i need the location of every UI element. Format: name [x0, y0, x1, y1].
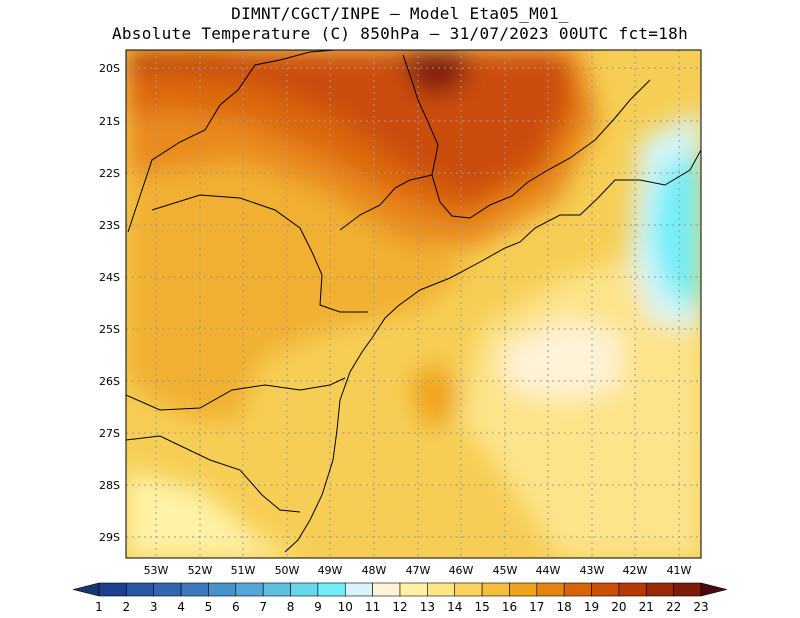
colorbar-swatch [317, 582, 346, 597]
lat-tick-label: 27S [99, 427, 120, 440]
colorbar-swatch [536, 582, 565, 597]
colorbar-swatch [180, 582, 209, 597]
lat-tick-label: 29S [99, 531, 120, 544]
colorbar-label: 2 [123, 600, 131, 614]
colorbar-swatch [427, 582, 456, 597]
colorbar-label: 9 [314, 600, 322, 614]
colorbar-swatch [563, 582, 592, 597]
colorbar-swatch [290, 582, 319, 597]
colorbar-swatch [481, 582, 510, 597]
colorbar-label: 21 [639, 600, 654, 614]
colorbar-labels: 1 2 3 4 5 6 7 8 9 10 11 12 13 14 15 16 17 18 19 20 21 22 23 [95, 600, 708, 614]
lat-tick-label: 20S [99, 62, 120, 75]
lon-tick-label: 49W [318, 564, 343, 577]
colorbar-label: 19 [584, 600, 599, 614]
colorbar-over-arrow [700, 582, 728, 597]
colorbar-swatch [372, 582, 401, 597]
colorbar [72, 582, 728, 597]
lon-tick-label: 44W [536, 564, 561, 577]
lat-tick-label: 26S [99, 375, 120, 388]
lon-tick-label: 48W [362, 564, 387, 577]
colorbar-swatch [591, 582, 620, 597]
colorbar-label: 3 [150, 600, 158, 614]
lat-tick-label: 28S [99, 479, 120, 492]
colorbar-label: 6 [232, 600, 240, 614]
colorbar-swatch [673, 582, 702, 597]
colorbar-swatch [399, 582, 428, 597]
colorbar-swatch [208, 582, 237, 597]
colorbar-label: 16 [502, 600, 517, 614]
lon-tick-label: 45W [493, 564, 518, 577]
colorbar-under-arrow [72, 582, 100, 597]
latitude-tick-labels: 20S 21S 22S 23S 24S 25S 26S 27S 28S 29S [99, 62, 120, 544]
temperature-field [126, 50, 701, 558]
colorbar-swatch [126, 582, 155, 597]
lon-tick-label: 41W [667, 564, 692, 577]
lon-tick-label: 50W [275, 564, 300, 577]
map-title-line1: DIMNT/CGCT/INPE – Model Eta05_M01_ [231, 4, 569, 23]
colorbar-swatch [454, 582, 483, 597]
coastline-borders [126, 50, 701, 553]
colorbar-label: 12 [392, 600, 407, 614]
map-frame [125, 49, 702, 559]
lat-tick-label: 22S [99, 167, 120, 180]
colorbar-label: 8 [287, 600, 295, 614]
map-title-line2: Absolute Temperature (C) 850hPa – 31/07/… [111, 24, 689, 43]
colorbar-swatch [262, 582, 291, 597]
colorbar-swatch [235, 582, 264, 597]
colorbar-label: 7 [259, 600, 267, 614]
graticule [126, 50, 701, 558]
colorbar-label: 10 [338, 600, 353, 614]
colorbar-label: 1 [95, 600, 103, 614]
colorbar-swatch [98, 582, 127, 597]
longitude-tick-labels: 53W 52W 51W 50W 49W 48W 47W 46W 45W 44W 43W 42W 41W [144, 564, 692, 577]
lon-tick-label: 47W [406, 564, 431, 577]
colorbar-label: 5 [205, 600, 213, 614]
colorbar-swatch [509, 582, 538, 597]
lon-tick-label: 46W [449, 564, 474, 577]
lon-tick-label: 51W [231, 564, 256, 577]
lon-tick-label: 53W [144, 564, 169, 577]
colorbar-swatch [618, 582, 647, 597]
lon-tick-label: 52W [188, 564, 213, 577]
colorbar-swatch [344, 582, 373, 597]
lat-tick-label: 25S [99, 323, 120, 336]
colorbar-label: 13 [420, 600, 435, 614]
colorbar-label: 11 [365, 600, 380, 614]
lon-tick-label: 42W [623, 564, 648, 577]
colorbar-label: 15 [474, 600, 489, 614]
colorbar-label: 22 [666, 600, 681, 614]
colorbar-label: 17 [529, 600, 544, 614]
colorbar-swatch [153, 582, 182, 597]
colorbar-swatch [645, 582, 674, 597]
lon-tick-label: 43W [580, 564, 605, 577]
colorbar-label: 14 [447, 600, 462, 614]
lat-tick-label: 21S [99, 115, 120, 128]
colorbar-label: 20 [611, 600, 626, 614]
lat-tick-label: 23S [99, 219, 120, 232]
colorbar-label: 4 [177, 600, 185, 614]
colorbar-label: 18 [557, 600, 572, 614]
lat-tick-label: 24S [99, 271, 120, 284]
colorbar-label: 23 [693, 600, 708, 614]
